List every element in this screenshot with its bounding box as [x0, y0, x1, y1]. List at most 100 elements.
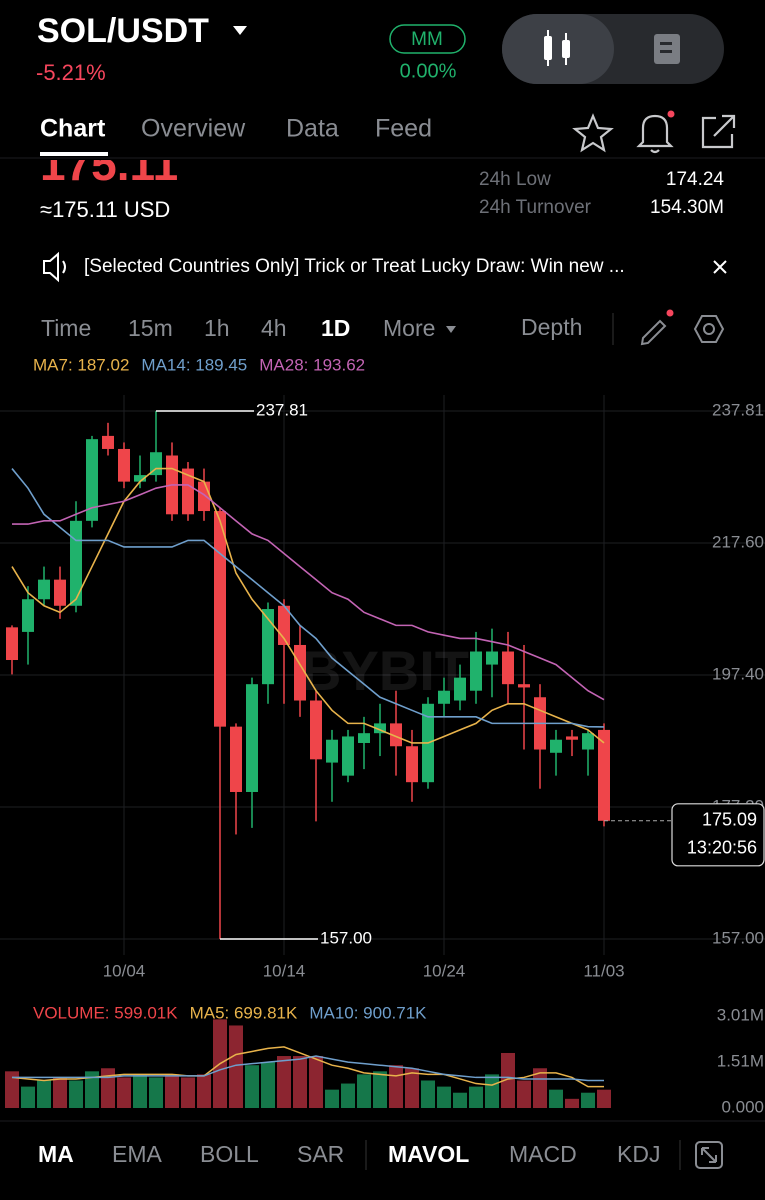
y-tick-label: 217.60 [712, 533, 764, 552]
candle-body [438, 690, 450, 704]
share-icon[interactable] [701, 114, 736, 149]
volume-bar [21, 1086, 35, 1108]
candle-body [150, 452, 162, 476]
alert-dot [667, 110, 675, 118]
volume-bar [277, 1056, 291, 1108]
stat-value: 174.24 [666, 169, 725, 190]
x-tick-label: 10/14 [263, 961, 306, 980]
indicator-tab[interactable]: MAVOL [388, 1141, 469, 1167]
alert-icon[interactable] [636, 114, 674, 154]
volume-ma-line [12, 1055, 605, 1082]
indicator-tab[interactable]: MA [38, 1141, 74, 1167]
tab[interactable]: Chart [40, 115, 106, 143]
interval[interactable]: 1D [321, 315, 350, 341]
close-banner[interactable] [713, 260, 727, 274]
candle-body [374, 723, 386, 734]
tab[interactable]: Overview [141, 115, 246, 143]
ma-line [11, 468, 605, 728]
interval[interactable]: 15m [128, 315, 173, 341]
stat-label: 24h Low [479, 169, 551, 190]
volume-bar [229, 1025, 243, 1108]
more-arrow[interactable] [446, 326, 456, 333]
indicator-fade [670, 1130, 765, 1180]
y-tick-label: 1.51M [717, 1051, 764, 1070]
interval[interactable]: 1h [204, 315, 230, 341]
volume-bar [485, 1074, 499, 1108]
change: -5.21% [36, 60, 106, 85]
legend-entry: MA28: 193.62 [259, 355, 365, 374]
indicator-tab[interactable]: EMA [112, 1141, 163, 1167]
candle-body [230, 726, 242, 792]
indicator-tab[interactable]: SAR [297, 1141, 344, 1167]
tab-underline [40, 152, 108, 156]
dropdown-icon[interactable] [233, 26, 247, 35]
candle-body [54, 579, 66, 606]
candle-body [246, 684, 258, 792]
info-view-button[interactable] [654, 34, 680, 64]
legend-entry: MA7: 187.02 [33, 355, 129, 374]
y-tick-label: 3.01M [717, 1005, 764, 1024]
candle-body [262, 609, 274, 685]
tab[interactable]: Feed [375, 115, 432, 143]
banner[interactable]: [Selected Countries Only] Trick or Treat… [84, 256, 625, 277]
mm-badge[interactable] [389, 24, 466, 54]
x-tick-label: 11/03 [583, 961, 624, 980]
last-price-label: 175.09 [702, 810, 757, 830]
tab-bar: Chart Overview Data Feed [40, 115, 432, 143]
draw-dot [666, 309, 674, 317]
candle-body [214, 511, 226, 727]
usd-price: ≈175.11 USD [40, 197, 170, 222]
interval[interactable]: 4h [261, 315, 287, 341]
candle-body [486, 651, 498, 665]
last-price: 175.11 [40, 138, 178, 190]
volume-bar [149, 1077, 163, 1108]
volume-bar [549, 1089, 563, 1108]
candle-icon [544, 30, 570, 66]
volume-bar [101, 1068, 115, 1108]
stat-label: 24h Turnover [479, 197, 592, 218]
volume-bar [197, 1074, 211, 1108]
candle-body [86, 439, 98, 521]
candle-body [134, 475, 146, 482]
mm-label[interactable]: MM [411, 29, 443, 50]
candle-body [70, 520, 82, 606]
candle-body [6, 627, 18, 661]
indicator-tab[interactable]: BOLL [200, 1141, 259, 1167]
volume-bar [533, 1068, 547, 1108]
draw-icon[interactable] [640, 319, 667, 346]
favorite-icon[interactable] [572, 113, 614, 153]
candle-body [390, 723, 402, 747]
legend-entry: VOLUME: 599.01K [33, 1003, 178, 1022]
y-tick-label: 157.00 [712, 928, 764, 947]
volume-bar [405, 1068, 419, 1108]
depth-tab[interactable]: Depth [521, 314, 582, 340]
legend-entry: MA14: 189.45 [141, 355, 247, 374]
candle-body [38, 579, 50, 600]
volume-bar [245, 1065, 259, 1108]
volume-bar [325, 1089, 339, 1108]
interval[interactable]: Time [41, 315, 91, 341]
ma-line [12, 484, 605, 701]
indicator-bar: MA EMA BOLL SAR MAVOL MACD KDJ [38, 1141, 660, 1167]
interval[interactable]: More [383, 315, 435, 341]
volume-bar [69, 1080, 83, 1108]
candle-body [566, 736, 578, 740]
volume-bar [181, 1077, 195, 1108]
volume-bar [453, 1092, 467, 1108]
volume-bar [501, 1052, 515, 1108]
expand-icon[interactable] [695, 1141, 723, 1169]
volume-bar [357, 1074, 371, 1108]
volume-bar [5, 1071, 19, 1108]
tab[interactable]: Data [286, 115, 339, 143]
volume-bar [373, 1071, 387, 1108]
legend-entry: MA5: 699.81K [190, 1003, 298, 1022]
chart-view-button[interactable] [502, 14, 614, 84]
y-tick-label: 237.81 [712, 400, 764, 419]
settings-icon[interactable] [693, 315, 725, 343]
volume-bar [517, 1080, 531, 1108]
pair[interactable]: SOL/USDT [37, 12, 209, 50]
indicator-tab[interactable]: KDJ [617, 1141, 660, 1167]
indicator-tab[interactable]: MACD [509, 1141, 577, 1167]
candle-body [518, 684, 530, 688]
